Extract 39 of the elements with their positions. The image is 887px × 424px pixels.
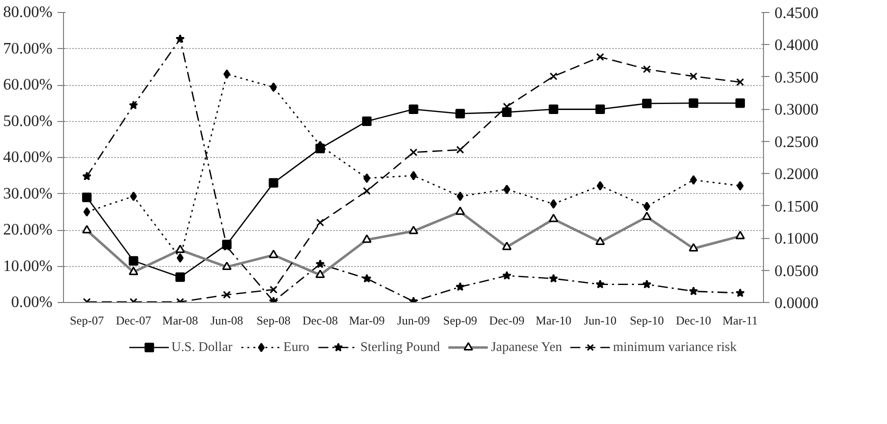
y-tick-label: 70.00% — [3, 40, 52, 58]
legend-label: Euro — [283, 339, 310, 355]
y-tick-label: 40.00% — [3, 149, 52, 166]
x-tick-label: Jun-10 — [584, 314, 617, 328]
x-tick-label: Dec-07 — [116, 314, 152, 328]
y-tick-label: 60.00% — [3, 76, 52, 94]
y2-tick-label: 0.4000 — [774, 37, 818, 54]
x-tick-label: Mar-10 — [536, 314, 572, 328]
legend-label: Japanese Yen — [490, 339, 562, 355]
y2-tick-label: 0.4500 — [774, 5, 818, 22]
x-tick-label: Dec-10 — [676, 314, 712, 328]
y2-tick-label: 0.1000 — [774, 230, 818, 248]
x-tick-label: Dec-08 — [302, 314, 338, 328]
y-tick-label: 80.00% — [3, 4, 52, 21]
legend-label: U.S. Dollar — [171, 339, 232, 355]
x-tick-label: Mar-11 — [722, 314, 758, 328]
y2-tick-label: 0.0500 — [774, 262, 818, 280]
y-tick-label: 30.00% — [3, 185, 52, 202]
x-tick-label: Mar-09 — [348, 314, 385, 328]
x-tick-label: Jun-08 — [210, 314, 244, 328]
y-tick-label: 50.00% — [3, 112, 52, 130]
legend-label: minimum variance risk — [613, 339, 737, 355]
y2-tick-label: 0.3500 — [774, 69, 818, 86]
x-tick-label: Sep-09 — [443, 314, 478, 328]
y2-tick-label: 0.1500 — [774, 198, 818, 216]
x-tick-label: Dec-09 — [489, 314, 525, 328]
y-tick-label: 10.00% — [3, 258, 52, 275]
x-tick-label: Jun-09 — [397, 314, 430, 328]
x-tick-label: Sep-08 — [256, 314, 290, 328]
y-tick-label: 20.00% — [3, 222, 52, 238]
legend-label: Sterling Pound — [360, 339, 440, 355]
x-tick-label: Mar-08 — [162, 314, 198, 328]
x-tick-label: Sep-10 — [630, 314, 664, 328]
y2-tick-label: 0.2000 — [774, 166, 818, 184]
y2-tick-label: 0.3000 — [774, 102, 818, 119]
y2-tick-label: 0.2500 — [774, 134, 818, 151]
y-tick-label: 0.00% — [11, 294, 52, 311]
y2-tick-label: 0.0000 — [774, 295, 818, 312]
x-tick-label: Sep-07 — [70, 314, 104, 328]
